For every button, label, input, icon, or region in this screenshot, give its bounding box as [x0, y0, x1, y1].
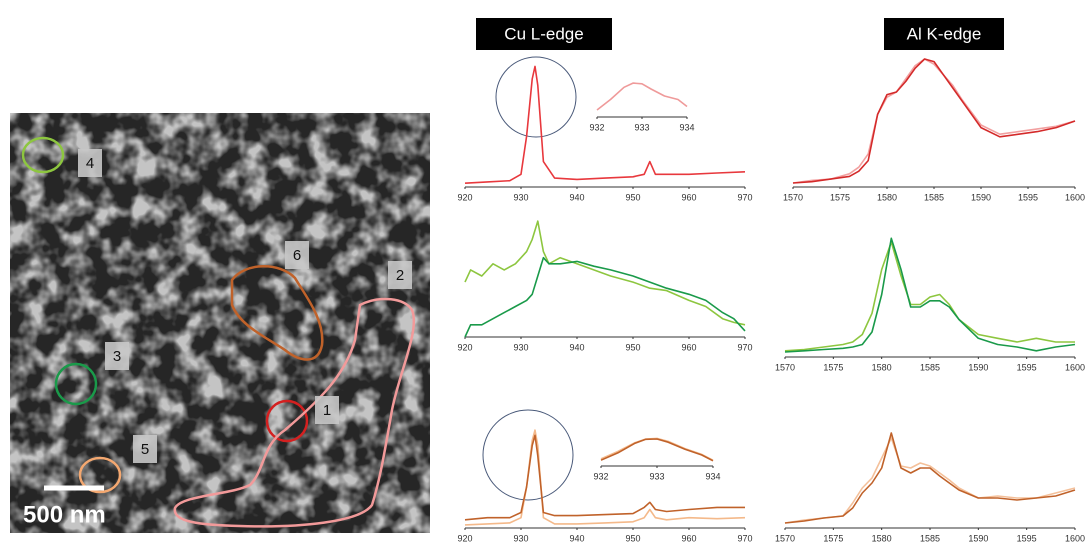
x-tick-label: 1590 [968, 362, 988, 372]
x-tick-label: 970 [737, 533, 752, 543]
x-tick-label: 1580 [877, 192, 897, 202]
x-tick-label: 932 [589, 122, 604, 132]
x-tick-label: 960 [681, 342, 696, 352]
header: Al K-edge [907, 24, 982, 43]
x-tick-label: 930 [513, 533, 528, 543]
spectrum-line [464, 434, 745, 521]
zoom-circle [495, 56, 577, 138]
region-label: 1 [323, 402, 331, 419]
x-tick-label: 970 [737, 192, 752, 202]
x-tick-label: 920 [457, 533, 472, 543]
x-tick-label: 933 [649, 471, 664, 481]
x-tick-label: 932 [593, 471, 608, 481]
x-tick-label: 930 [513, 192, 528, 202]
spectrum-line [784, 437, 1076, 524]
header: Cu L-edge [504, 24, 583, 43]
spectrum-line [596, 82, 688, 111]
spectrum-line [600, 438, 714, 462]
region-label: 4 [86, 155, 94, 172]
spectrum-line [784, 241, 1075, 352]
x-tick-label: 1570 [775, 533, 795, 543]
x-tick-label: 940 [569, 342, 584, 352]
region-label: 5 [141, 441, 149, 458]
x-tick-label: 1575 [823, 362, 843, 372]
x-tick-label: 950 [625, 342, 640, 352]
x-tick-label: 930 [513, 342, 528, 352]
label-box [315, 396, 339, 424]
region-labels: 1 2 3 4 5 6 [78, 149, 412, 463]
region-label: 6 [293, 247, 301, 264]
label-box [78, 149, 102, 177]
zoom-circle [482, 409, 574, 501]
label-box [388, 261, 412, 289]
x-tick-label: 920 [457, 192, 472, 202]
spectrum-line [792, 58, 1076, 184]
spectrum-line [600, 437, 714, 461]
spectrum-line [792, 58, 1076, 184]
x-tick-label: 1585 [920, 533, 940, 543]
x-tick-label: 970 [737, 342, 752, 352]
x-tick-label: 1575 [823, 533, 843, 543]
x-tick-label: 940 [569, 533, 584, 543]
x-tick-label: 1580 [872, 533, 892, 543]
x-tick-label: 950 [625, 533, 640, 543]
x-tick-label: 950 [625, 192, 640, 202]
x-tick-label: 1580 [872, 362, 892, 372]
x-tick-label: 1585 [924, 192, 944, 202]
x-tick-label: 1575 [830, 192, 850, 202]
x-tick-label: 1600 [1065, 362, 1085, 372]
x-tick-label: 1600 [1065, 192, 1085, 202]
header-box [884, 18, 1004, 50]
label-box [133, 435, 157, 463]
x-tick-label: 1595 [1017, 362, 1037, 372]
x-tick-label: 1595 [1018, 192, 1038, 202]
x-tick-label: 933 [634, 122, 649, 132]
label-box [105, 342, 129, 370]
label-box [285, 241, 309, 269]
header-box [476, 18, 612, 50]
x-tick-label: 1570 [783, 192, 803, 202]
x-tick-label: 940 [569, 192, 584, 202]
x-tick-label: 1570 [775, 362, 795, 372]
x-tick-label: 1600 [1065, 533, 1085, 543]
spectrum-line [464, 429, 746, 526]
spectrum-line [464, 256, 746, 338]
x-tick-label: 920 [457, 342, 472, 352]
spectrum-line [784, 237, 1076, 353]
micrograph: 500 nm [10, 113, 430, 533]
spectrum-line [464, 220, 746, 326]
spectrum-line [784, 432, 1076, 524]
region-label: 3 [113, 348, 121, 365]
spectrum-line [464, 65, 746, 184]
region-label: 2 [396, 267, 404, 284]
scale-bar-label: 500 nm [23, 501, 106, 528]
x-tick-label: 1590 [971, 192, 991, 202]
x-tick-label: 934 [705, 471, 720, 481]
x-tick-label: 960 [681, 533, 696, 543]
x-tick-label: 934 [679, 122, 694, 132]
x-tick-label: 960 [681, 192, 696, 202]
x-tick-label: 1595 [1017, 533, 1037, 543]
x-tick-label: 1590 [968, 533, 988, 543]
x-tick-label: 1585 [920, 362, 940, 372]
